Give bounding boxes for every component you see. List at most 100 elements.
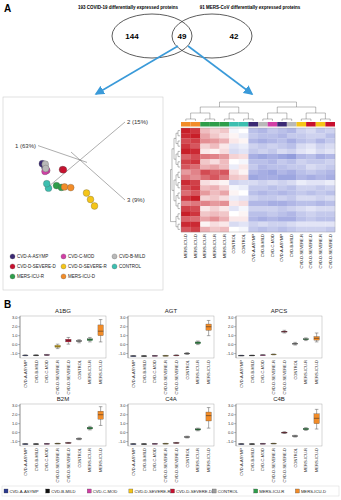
- heat-cell: [191, 128, 201, 133]
- x-tick-label: MERS-ICU-D: [206, 448, 211, 472]
- heat-cell: [287, 164, 297, 169]
- heat-cell: [306, 196, 316, 201]
- median: [195, 429, 200, 430]
- heat-cell: [297, 222, 307, 227]
- legend-swatch: [112, 254, 117, 259]
- box: [23, 443, 28, 445]
- box: [87, 427, 92, 429]
- y-tick-label: 3.0: [12, 403, 18, 408]
- heat-cell: [181, 211, 191, 216]
- heat-cell: [325, 149, 335, 154]
- column-label: CVD-B-MILD: [260, 234, 265, 257]
- legend-label: CONTROL: [218, 489, 239, 494]
- heat-cell: [258, 164, 268, 169]
- box: [260, 443, 265, 445]
- box: [55, 345, 60, 347]
- y-tick: [18, 353, 20, 354]
- heat-cell: [325, 227, 335, 232]
- whisker-cap: [164, 443, 168, 444]
- heat-cell: [258, 144, 268, 149]
- heat-cell: [229, 138, 239, 143]
- box: [206, 324, 211, 330]
- whisker-cap: [34, 443, 38, 444]
- median: [174, 442, 179, 443]
- y-tick: [234, 317, 236, 318]
- box: [152, 355, 157, 357]
- heat-cell: [220, 190, 230, 195]
- y-tick-label: 1.0: [120, 333, 126, 338]
- whisker-cap: [99, 341, 103, 342]
- heat-cell: [268, 133, 278, 138]
- heat-cell: [316, 222, 326, 227]
- y-tick-label: 0.0: [120, 430, 126, 435]
- heat-cell: [316, 175, 326, 180]
- plot-frame: [128, 316, 214, 358]
- median: [206, 326, 211, 327]
- box: [66, 339, 71, 342]
- arrow: [188, 46, 252, 94]
- heat-cell: [210, 144, 220, 149]
- heat-cell: [297, 128, 307, 133]
- y-axis: [236, 404, 237, 446]
- heat-cell: [248, 222, 258, 227]
- whisker-cap: [34, 354, 38, 355]
- heat-cell: [229, 216, 239, 221]
- point: [67, 184, 74, 191]
- x-tick-label: CVD-C-MOD: [260, 360, 265, 383]
- heat-cell: [287, 180, 297, 185]
- x-tick-label: CVD-A-ASYMP: [131, 448, 136, 476]
- boxes: [23, 407, 104, 445]
- heat-cell: [181, 206, 191, 211]
- whisker-cap: [34, 355, 38, 356]
- heat-cell: [258, 175, 268, 180]
- panel-label: A: [4, 3, 11, 14]
- heat-cell: [181, 170, 191, 175]
- heat-cell: [287, 206, 297, 211]
- column-label: CONTROL: [231, 233, 236, 253]
- legend-swatch: [87, 489, 91, 493]
- y-tick-label: 0.0: [120, 342, 126, 347]
- legend-label: CVD-C-MOD: [68, 254, 95, 259]
- box: [249, 443, 254, 445]
- whisker-cap: [77, 339, 81, 340]
- y-tick: [18, 432, 20, 433]
- dendrogram: [301, 119, 311, 121]
- whisker-cap: [272, 353, 276, 354]
- box: [292, 435, 297, 437]
- heat-cell: [200, 159, 210, 164]
- median: [206, 415, 211, 416]
- heat-cell: [210, 170, 220, 175]
- median: [282, 432, 287, 433]
- whisker-cap: [153, 444, 157, 445]
- whisker-cap: [132, 355, 136, 356]
- heat-cell: [316, 128, 326, 133]
- heat-cell: [297, 175, 307, 180]
- whisker-cap: [250, 444, 254, 445]
- median: [98, 331, 103, 332]
- heat-cell: [287, 159, 297, 164]
- whisker-cap: [56, 348, 60, 349]
- whisker-cap: [261, 354, 265, 355]
- y-tick-label: 2.0: [12, 412, 18, 417]
- heat-cell: [210, 185, 220, 190]
- box: [184, 436, 189, 438]
- heat-cell: [248, 180, 258, 185]
- heat-cell: [325, 196, 335, 201]
- column-label: CVD-B-MILD: [289, 234, 294, 257]
- median: [184, 353, 189, 354]
- y-tick: [18, 414, 20, 415]
- heat-cell: [325, 190, 335, 195]
- y-tick-label: -1.0: [119, 439, 127, 444]
- heat-cell: [210, 211, 220, 216]
- whisker-cap: [132, 356, 136, 357]
- heat-cell: [229, 133, 239, 138]
- heat-cell: [191, 227, 201, 232]
- set-label: 91 MERS-CoV differentially expressed pro…: [200, 5, 301, 10]
- y-tick: [126, 344, 128, 345]
- heat-cell: [316, 154, 326, 159]
- y-tick: [234, 405, 236, 406]
- y-tick-label: 3.0: [228, 315, 234, 320]
- whisker-cap: [67, 442, 71, 443]
- heat-cell: [297, 133, 307, 138]
- box: [239, 355, 244, 357]
